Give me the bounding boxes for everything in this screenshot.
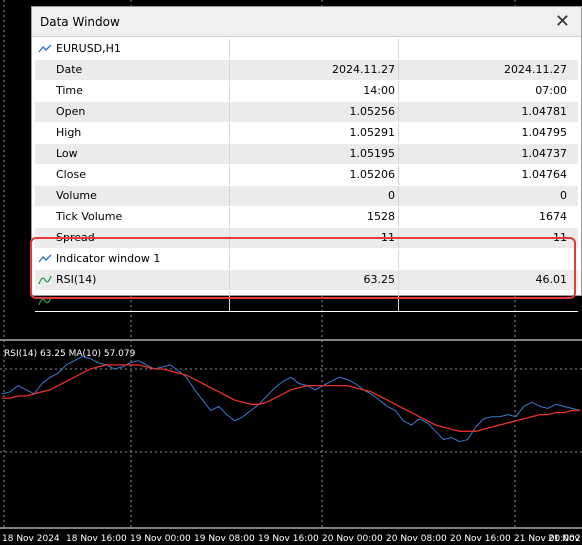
row-label: RSI(14) — [56, 273, 97, 286]
indicator-row[interactable]: MA(10) 57.079 49.943 — [35, 291, 578, 312]
data-row[interactable]: Date 2024.11.27 2024.11.27 — [35, 60, 578, 81]
chart-line-icon — [38, 254, 52, 263]
time-axis-label: 18 Nov 2024 — [2, 534, 60, 544]
value-col-1: 14:00 — [230, 81, 399, 101]
chart-grid — [0, 0, 582, 528]
data-window-table: EURUSD,H1 Date 2024.11.27 2024.11.27 Time 14:… — [35, 39, 578, 312]
value-col-1: 1.05195 — [230, 144, 399, 164]
value-col-2: 07:00 — [535, 84, 567, 97]
row-label: Tick Volume — [56, 210, 123, 223]
data-row[interactable]: Tick Volume 1528 1674 — [35, 207, 578, 228]
time-axis-label: 20 Nov 08:00 — [386, 534, 447, 544]
row-label: High — [56, 126, 82, 139]
value-col-1: 1528 — [230, 207, 399, 227]
data-row[interactable]: Volume 0 0 — [35, 186, 578, 207]
time-axis-label: 21 Nov 08:00 — [548, 534, 582, 544]
time-axis-label: 19 Nov 08:00 — [194, 534, 255, 544]
value-col-2: 2024.11.27 — [504, 63, 567, 76]
indicator-curve-icon — [38, 275, 52, 285]
value-col-2 — [399, 249, 571, 269]
data-row[interactable]: Low 1.05195 1.04737 — [35, 144, 578, 165]
time-axis-label: 20 Nov 16:00 — [450, 534, 511, 544]
value-col-1: 1.05291 — [230, 123, 399, 143]
value-col-1 — [230, 249, 399, 269]
value-col-1: 1.05256 — [230, 102, 399, 122]
value-col-1: 1.05206 — [230, 165, 399, 185]
value-col-1: 0 — [230, 186, 399, 206]
ma-line — [2, 364, 580, 432]
value-col-2: 11 — [553, 231, 567, 244]
value-col-2: 0 — [560, 189, 567, 202]
row-label: Volume — [56, 189, 97, 202]
value-col-2: 1674 — [539, 210, 567, 223]
value-col-1: 57.079 — [230, 291, 399, 311]
time-axis-label: 2 — [575, 534, 581, 544]
value-col-1: 2024.11.27 — [230, 60, 399, 80]
row-label: Spread — [56, 231, 95, 244]
time-axis-labels: 18 Nov 2024 18 Nov 16:00 19 Nov 00:00 19 No… — [2, 534, 582, 544]
row-label: Time — [56, 84, 83, 97]
data-row[interactable]: Spread 11 11 — [35, 228, 578, 249]
data-window-titlebar[interactable]: Data Window ✕ — [32, 7, 581, 37]
indicator-curve-icon — [38, 296, 52, 306]
row-label: Low — [56, 147, 78, 160]
value-col-2: 49.943 — [528, 294, 568, 307]
data-row[interactable]: Close 1.05206 1.04764 — [35, 165, 578, 186]
value-col-2 — [399, 39, 571, 59]
time-axis-label: 19 Nov 00:00 — [130, 534, 191, 544]
data-window-title: Data Window — [40, 14, 120, 29]
row-label: MA(10) — [56, 294, 96, 307]
row-label: EURUSD,H1 — [56, 42, 121, 55]
value-col-2: 1.04781 — [521, 105, 568, 118]
time-axis-label: 20 Nov 00:00 — [322, 534, 383, 544]
row-label: Date — [56, 63, 83, 76]
value-col-1: 63.25 — [230, 270, 399, 290]
time-axis-label: 21 Nov 00:00 — [514, 534, 575, 544]
data-row[interactable]: Time 14:00 07:00 — [35, 81, 578, 102]
time-axis-label: 18 Nov 16:00 — [66, 534, 127, 544]
indicator-header-row[interactable]: Indicator window 1 — [35, 249, 578, 270]
symbol-header-row[interactable]: EURUSD,H1 — [35, 39, 578, 60]
row-label: Indicator window 1 — [56, 252, 161, 265]
time-axis-label: 19 Nov 16:00 — [258, 534, 319, 544]
value-col-1: 11 — [230, 228, 399, 248]
value-col-2: 1.04737 — [521, 147, 568, 160]
rsi-line — [1, 356, 581, 443]
value-col-2: 46.01 — [535, 273, 568, 286]
data-row[interactable]: Open 1.05256 1.04781 — [35, 102, 578, 123]
value-col-1 — [230, 39, 399, 59]
row-label: Close — [56, 168, 86, 181]
data-window[interactable]: Data Window ✕ EURUSD,H1 Date 2024.11.27 202… — [31, 6, 582, 312]
indicator-row[interactable]: RSI(14) 63.25 46.01 — [35, 270, 578, 291]
chart-line-icon — [38, 44, 52, 53]
data-row[interactable]: High 1.05291 1.04795 — [35, 123, 578, 144]
value-col-2: 1.04764 — [521, 168, 568, 181]
row-label: Open — [56, 105, 86, 118]
close-icon[interactable]: ✕ — [554, 10, 570, 32]
indicator-legend: RSI(14) 63.25 MA(10) 57.079 — [4, 349, 136, 359]
value-col-2: 1.04795 — [521, 126, 568, 139]
